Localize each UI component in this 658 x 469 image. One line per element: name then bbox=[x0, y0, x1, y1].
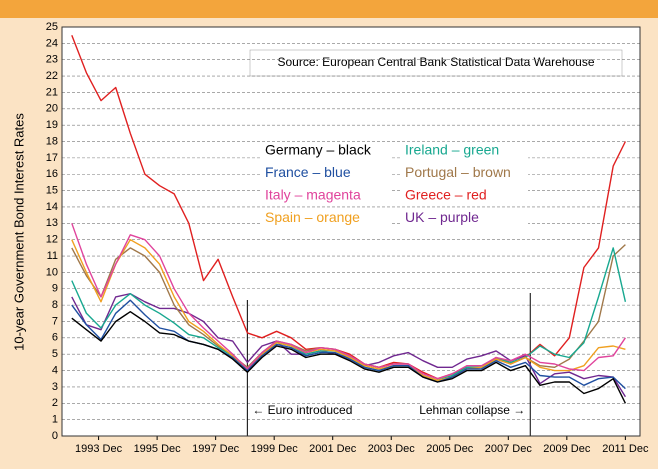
legend-bg bbox=[402, 142, 528, 160]
y-tick-label: 2 bbox=[52, 397, 58, 409]
series-line bbox=[71, 299, 626, 390]
y-tick-label: 9 bbox=[52, 283, 58, 295]
y-tick-label: 0 bbox=[52, 430, 58, 442]
y-tick-label: 16 bbox=[46, 168, 58, 180]
y-tick-label: 20 bbox=[46, 103, 58, 115]
y-tick-label: 7 bbox=[52, 315, 58, 327]
y-tick-label: 23 bbox=[46, 54, 58, 66]
y-tick-label: 1 bbox=[52, 414, 58, 426]
y-tick-label: 22 bbox=[46, 70, 58, 82]
y-tick-label: 3 bbox=[52, 381, 58, 393]
y-axis-label: 10-year Government Bond Interest Rates bbox=[11, 113, 26, 351]
x-tick-label: 2003 Dec bbox=[368, 443, 416, 455]
x-tick-label: 1997 Dec bbox=[192, 443, 240, 455]
y-tick-label: 14 bbox=[46, 201, 58, 213]
y-tick-label: 12 bbox=[46, 234, 58, 246]
series-line bbox=[71, 311, 627, 404]
legend-bg bbox=[262, 187, 390, 205]
legend-entry: Ireland – green bbox=[405, 142, 499, 158]
y-tick-label: 6 bbox=[52, 332, 58, 344]
legend-entry: Portugal – brown bbox=[405, 164, 511, 180]
y-tick-label: 8 bbox=[52, 299, 58, 311]
x-tick-label: 1999 Dec bbox=[251, 443, 299, 455]
series-line bbox=[71, 223, 626, 380]
legend-bg bbox=[262, 142, 390, 160]
x-tick-label: 1993 Dec bbox=[75, 443, 123, 455]
y-tick-label: 25 bbox=[46, 21, 58, 33]
x-tick-label: 2009 Dec bbox=[543, 443, 591, 455]
legend-bg bbox=[262, 209, 390, 228]
y-tick-label: 18 bbox=[46, 135, 58, 147]
plot-border bbox=[61, 26, 641, 437]
source-box bbox=[249, 49, 623, 77]
x-tick-label: 2007 Dec bbox=[485, 443, 533, 455]
legend-entry: Italy – magenta bbox=[265, 187, 361, 203]
series-line bbox=[71, 239, 626, 382]
event-label: Lehman collapse → bbox=[419, 403, 525, 417]
y-tick-label: 11 bbox=[47, 250, 58, 262]
y-tick-label: 5 bbox=[52, 348, 58, 360]
y-tick-label: 21 bbox=[46, 86, 58, 98]
legend-entry: Greece – red bbox=[405, 187, 487, 203]
x-tick-label: 1995 Dec bbox=[134, 443, 182, 455]
y-tick-label: 24 bbox=[46, 37, 58, 49]
x-tick-label: 2011 Dec bbox=[602, 443, 649, 455]
legend-bg bbox=[402, 187, 528, 205]
y-tick-label: 10 bbox=[46, 266, 58, 278]
legend-entry: Germany – black bbox=[265, 142, 372, 158]
legend-bg bbox=[402, 164, 528, 183]
legend-bg bbox=[262, 164, 390, 183]
legend-entry: France – blue bbox=[265, 164, 351, 180]
source-note: Source: European Central Bank Statistica… bbox=[277, 55, 594, 69]
x-tick-label: 2005 Dec bbox=[426, 443, 474, 455]
y-tick-label: 19 bbox=[46, 119, 58, 131]
x-tick-label: 2001 Dec bbox=[309, 443, 357, 455]
event-label: ← Euro introduced bbox=[252, 403, 352, 417]
legend-entry: Spain – orange bbox=[265, 209, 360, 225]
y-tick-label: 13 bbox=[46, 217, 58, 229]
legend-bg bbox=[402, 209, 528, 228]
header-strip bbox=[0, 0, 658, 18]
legend-entry: UK – purple bbox=[405, 209, 479, 225]
y-tick-label: 15 bbox=[46, 185, 58, 197]
y-tick-label: 17 bbox=[46, 152, 58, 164]
y-tick-label: 4 bbox=[52, 364, 58, 376]
series-line bbox=[71, 34, 627, 380]
